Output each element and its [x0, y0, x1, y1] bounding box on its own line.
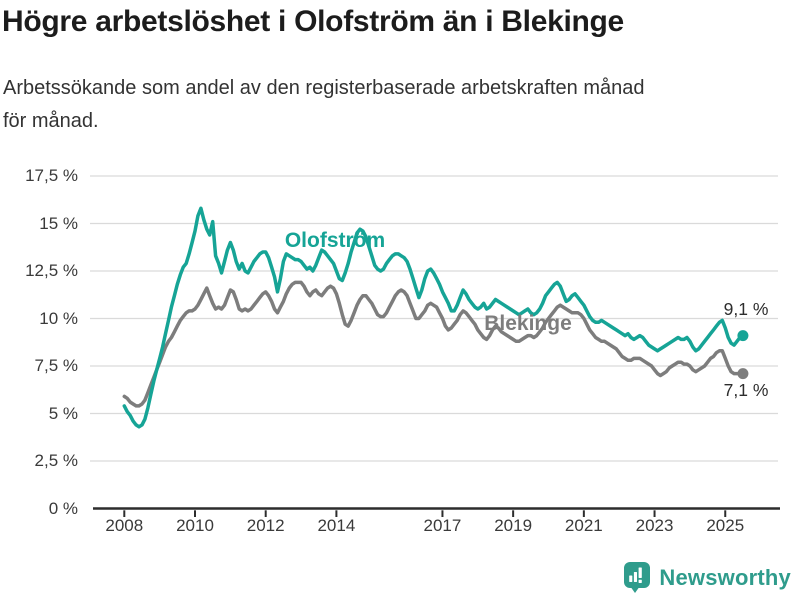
newsworthy-logo[interactable]: Newsworthy: [623, 561, 791, 594]
newsworthy-logo-text: Newsworthy: [659, 564, 791, 590]
y-tick-label: 15 %: [39, 213, 78, 233]
x-tick-label: 2010: [176, 516, 214, 535]
page-title: Högre arbetslöshet i Olofström än i Blek…: [2, 5, 624, 38]
x-tick-label: 2014: [317, 516, 356, 535]
y-tick-label: 17,5 %: [25, 166, 78, 185]
end-value-label-olofstrom: 9,1 %: [723, 299, 769, 319]
x-tick-label: 2021: [564, 516, 603, 535]
y-tick-label: 10 %: [39, 308, 78, 328]
bar-chart-speech-bubble-icon: [623, 561, 652, 594]
x-tick-label: 2023: [635, 516, 674, 535]
x-tick-label: 2019: [494, 516, 533, 535]
y-tick-label: 5 %: [48, 403, 78, 423]
blekinge-line: [122, 280, 745, 408]
x-tick-label: 2025: [706, 516, 745, 535]
subtitle-line-1: Arbetssökande som andel av den registerb…: [3, 77, 645, 99]
series-label-blekinge: Blekinge: [484, 312, 572, 335]
subtitle-line-2: för månad.: [3, 110, 99, 132]
blekinge-end-dot: [737, 368, 749, 380]
x-tick-label: 2017: [423, 516, 462, 535]
end-value-label-blekinge: 7,1 %: [723, 380, 769, 400]
olofström-end-dot: [737, 330, 749, 342]
x-tick-label: 2008: [105, 516, 144, 535]
y-tick-label: 2,5 %: [34, 451, 78, 470]
olofström-line: [122, 206, 745, 429]
y-tick-label: 12,5 %: [25, 261, 78, 280]
x-tick-label: 2012: [246, 516, 285, 535]
chart-subtitle: Arbetssökande som andel av den registerb…: [3, 72, 793, 138]
y-tick-label: 0 %: [48, 498, 78, 518]
series-label-olofstrom: Olofström: [284, 229, 386, 252]
y-tick-label: 7,5 %: [34, 356, 78, 375]
